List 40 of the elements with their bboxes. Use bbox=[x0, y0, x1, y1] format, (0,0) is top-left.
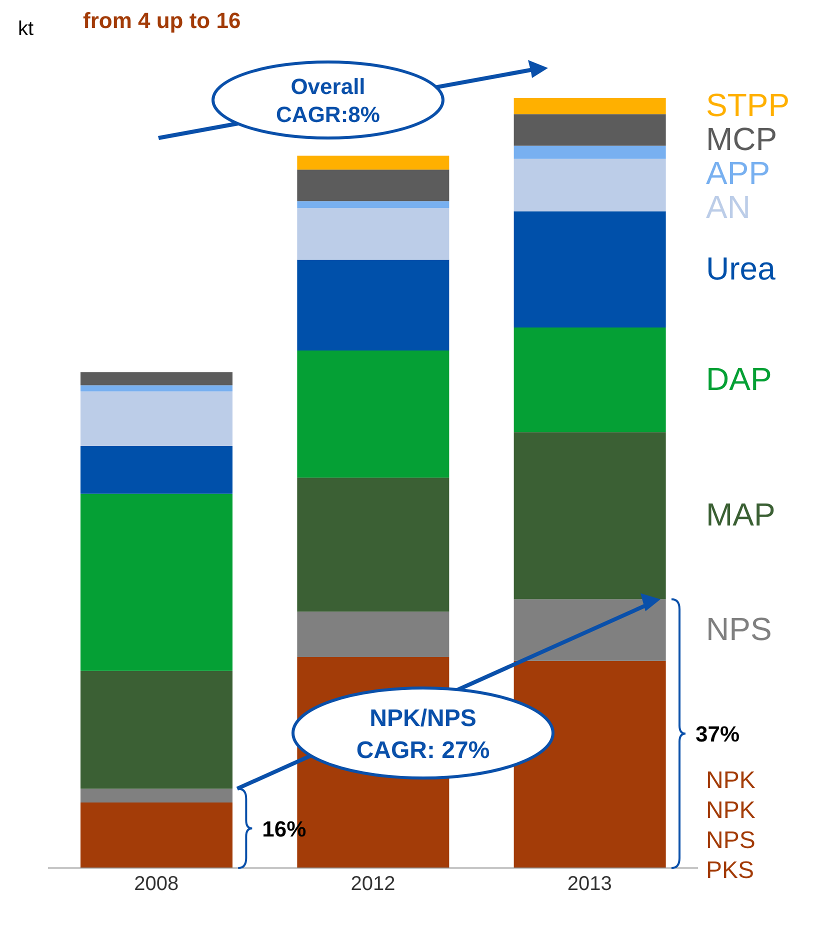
bar bbox=[514, 158, 666, 212]
series-label: Urea bbox=[706, 250, 776, 286]
bar bbox=[80, 446, 232, 494]
annotation: NPK/NPS CAGR: 27% bbox=[356, 705, 490, 764]
bar bbox=[80, 372, 232, 386]
bar bbox=[514, 98, 666, 114]
series-label: APP bbox=[706, 155, 770, 192]
bar bbox=[80, 802, 232, 868]
bar bbox=[80, 494, 232, 671]
bar bbox=[297, 612, 450, 658]
bar bbox=[514, 327, 666, 432]
series-label: NPK NPK NPS PKS bbox=[706, 767, 756, 884]
bar bbox=[297, 350, 450, 478]
bar bbox=[297, 260, 450, 351]
annotation: 37% bbox=[696, 722, 740, 747]
x-tick-label: 2012 bbox=[350, 873, 396, 896]
chart-subtitle: from 4 up to 16 bbox=[83, 8, 241, 34]
x-tick-label: 2013 bbox=[567, 873, 612, 896]
x-tick-label: 2008 bbox=[134, 873, 179, 896]
annotation: Overall CAGR:8% bbox=[276, 74, 380, 127]
bar bbox=[297, 201, 450, 208]
series-label: AN bbox=[706, 189, 750, 226]
bar bbox=[514, 432, 666, 600]
series-label: MCP bbox=[706, 121, 778, 158]
bar bbox=[514, 114, 666, 146]
bar bbox=[80, 385, 232, 392]
series-label: MAP bbox=[706, 496, 776, 533]
bar bbox=[514, 599, 666, 661]
bar bbox=[297, 170, 450, 202]
y-axis-title: kt bbox=[18, 18, 34, 41]
series-label: DAP bbox=[706, 360, 772, 397]
bar bbox=[80, 670, 232, 789]
bar bbox=[514, 146, 666, 159]
bar bbox=[297, 208, 450, 260]
bar bbox=[297, 156, 450, 170]
bar bbox=[80, 788, 232, 803]
series-label: NPS bbox=[706, 611, 772, 648]
bar bbox=[80, 391, 232, 446]
bar bbox=[514, 211, 666, 328]
series-label: STPP bbox=[706, 87, 790, 124]
